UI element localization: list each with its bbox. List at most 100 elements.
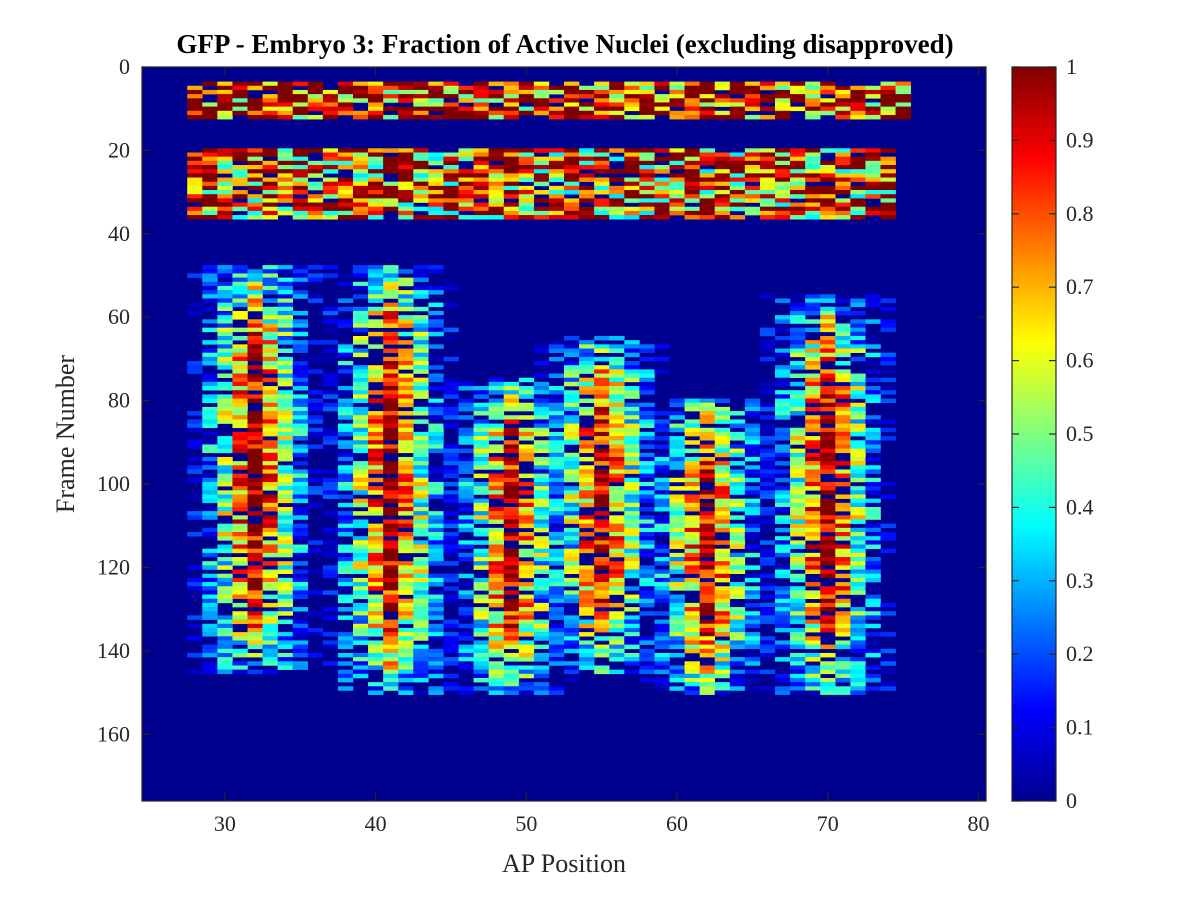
heatmap-cell: [744, 544, 761, 549]
heatmap-cell: [699, 511, 716, 516]
heatmap-cell: [669, 602, 685, 608]
heatmap-cell: [744, 636, 761, 641]
heatmap-cell: [564, 431, 580, 437]
heatmap-cell: [759, 586, 776, 591]
heatmap-cell: [353, 623, 369, 629]
heatmap-cell: [292, 444, 309, 449]
heatmap-cell: [443, 215, 459, 220]
heatmap-cell: [775, 340, 791, 345]
heatmap-cell: [594, 402, 610, 408]
heatmap-cell: [714, 494, 731, 499]
heatmap-cell: [247, 340, 263, 345]
heatmap-cell: [202, 627, 218, 633]
heatmap-cell: [443, 465, 459, 470]
heatmap-cell: [413, 94, 429, 99]
heatmap-cell: [368, 152, 384, 157]
heatmap-cell: [353, 552, 369, 558]
heatmap-cell: [624, 465, 640, 470]
heatmap-cell: [850, 431, 866, 437]
heatmap-cell: [609, 590, 625, 595]
heatmap-cell: [247, 544, 263, 549]
heatmap-cell: [503, 506, 520, 512]
heatmap-cell: [428, 194, 444, 199]
heatmap-cell: [473, 511, 489, 516]
heatmap-cell: [337, 607, 354, 612]
heatmap-cell: [835, 502, 851, 508]
heatmap-cell: [217, 365, 233, 370]
heatmap-cell: [322, 494, 339, 499]
heatmap-cell: [699, 148, 716, 153]
heatmap-cell: [684, 198, 700, 203]
heatmap-cell: [217, 331, 233, 337]
heatmap-cell: [594, 527, 610, 533]
heatmap-cell: [428, 627, 444, 633]
heatmap-cell: [835, 177, 851, 182]
heatmap-cell: [744, 565, 761, 570]
heatmap-cell: [262, 361, 278, 366]
y-tick-label: 60: [108, 304, 130, 329]
heatmap-cell: [473, 661, 489, 666]
heatmap-cell: [488, 590, 505, 595]
heatmap-cell: [398, 427, 414, 433]
heatmap-cell: [669, 461, 685, 466]
heatmap-cell: [503, 165, 520, 170]
heatmap-cell: [609, 419, 625, 424]
heatmap-cell: [790, 677, 806, 683]
heatmap-cell: [247, 181, 263, 187]
heatmap-cell: [775, 106, 791, 112]
heatmap-cell: [744, 652, 761, 658]
heatmap-cell: [322, 427, 339, 433]
heatmap-cell: [202, 444, 218, 449]
heatmap-cell: [353, 294, 369, 299]
heatmap-cell: [624, 152, 640, 157]
heatmap-cell: [383, 623, 399, 629]
heatmap-cell: [835, 331, 851, 337]
heatmap-cell: [624, 177, 640, 182]
heatmap-cell: [820, 498, 836, 504]
heatmap-cell: [458, 402, 474, 408]
heatmap-cell: [277, 210, 294, 216]
heatmap-cell: [835, 523, 851, 529]
heatmap-cell: [473, 160, 489, 166]
heatmap-cell: [337, 323, 354, 328]
heatmap-cell: [277, 89, 294, 95]
heatmap-cell: [353, 215, 369, 220]
heatmap-cell: [217, 657, 233, 662]
heatmap-cell: [428, 406, 444, 412]
heatmap-cell: [337, 640, 354, 645]
heatmap-cell: [518, 669, 535, 675]
heatmap-cell: [458, 477, 474, 483]
heatmap-cell: [759, 540, 776, 545]
heatmap-cell: [368, 627, 384, 633]
heatmap-cell: [277, 448, 294, 454]
heatmap-cell: [548, 406, 565, 412]
heatmap-cell: [684, 114, 700, 120]
heatmap-cell: [217, 106, 233, 112]
heatmap-cell: [594, 577, 610, 583]
heatmap-cell: [579, 431, 595, 437]
heatmap-cell: [458, 456, 474, 462]
heatmap-cell: [805, 473, 821, 479]
heatmap-cell: [262, 523, 278, 529]
heatmap-cell: [805, 177, 821, 182]
heatmap-cell: [805, 306, 821, 312]
heatmap-cell: [744, 669, 761, 675]
heatmap-cell: [790, 665, 806, 670]
heatmap-cell: [413, 365, 429, 370]
heatmap-cell: [353, 665, 369, 670]
heatmap-cell: [443, 85, 459, 91]
heatmap-cell: [624, 114, 640, 120]
heatmap-cell: [865, 177, 881, 182]
heatmap-cell: [473, 444, 489, 449]
heatmap-cell: [835, 481, 851, 487]
heatmap-cell: [759, 461, 776, 466]
heatmap-cell: [368, 98, 384, 103]
heatmap-cell: [217, 598, 233, 604]
heatmap-cell: [488, 423, 505, 429]
heatmap-cell: [729, 669, 746, 675]
heatmap-cell: [729, 444, 746, 449]
heatmap-cell: [835, 686, 851, 691]
heatmap-cell: [699, 586, 716, 591]
heatmap-cell: [548, 356, 565, 362]
heatmap-cell: [473, 152, 489, 157]
